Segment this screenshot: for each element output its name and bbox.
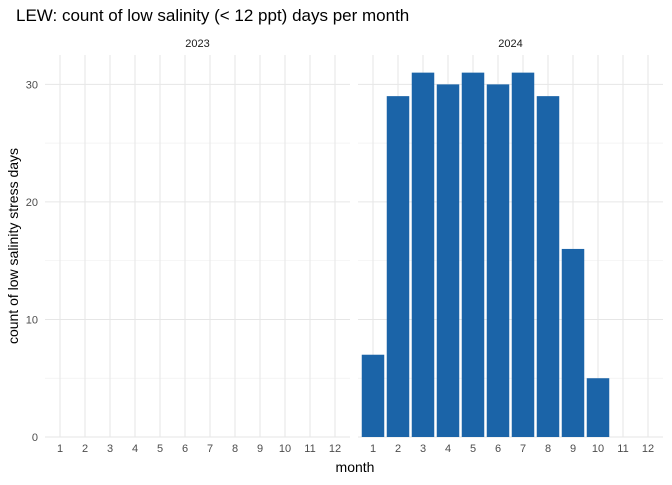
x-tick-label: 10 [279,443,291,455]
x-tick-label: 11 [304,443,315,455]
x-tick-label: 1 [370,443,376,455]
bar [511,72,535,437]
bar [461,72,485,437]
y-tick-label: 10 [26,314,38,326]
x-tick-label: 10 [592,443,604,455]
x-tick-label: 3 [107,443,113,455]
x-tick-label: 8 [232,443,238,455]
x-tick-label: 7 [520,443,526,455]
x-tick-label: 2 [82,443,88,455]
x-tick-label: 11 [617,443,628,455]
bar [411,72,435,437]
x-tick-label: 7 [207,443,213,455]
x-tick-label: 2 [395,443,401,455]
x-axis-title: month [336,459,375,475]
bar [586,378,610,437]
y-axis-title: count of low salinity stress days [5,148,21,344]
x-tick-label: 5 [470,443,476,455]
bar [486,84,510,437]
grid-lines [45,55,663,438]
x-tick-label: 5 [157,443,163,455]
x-tick-label: 3 [420,443,426,455]
x-tick-label: 12 [329,443,341,455]
x-tick-label: 1 [57,443,63,455]
bar [386,96,410,437]
bar [436,84,460,437]
x-tick-label: 6 [495,443,501,455]
chart-title: LEW: count of low salinity (< 12 ppt) da… [16,6,409,25]
x-tick-label: 8 [545,443,551,455]
x-tick-label: 12 [642,443,654,455]
y-tick-label: 30 [26,79,38,91]
x-tick-label: 9 [570,443,576,455]
x-tick-label: 6 [182,443,188,455]
panel-strip-label: 2024 [498,38,522,50]
bars [361,72,610,437]
panel-strip-label: 2023 [185,38,209,50]
bar [361,354,385,437]
y-tick-label: 20 [26,197,38,209]
x-tick-label: 4 [132,443,138,455]
x-tick-label: 4 [445,443,451,455]
bar [561,248,585,437]
x-tick-label: 9 [257,443,263,455]
bar [536,96,560,437]
y-tick-label: 0 [32,432,38,444]
